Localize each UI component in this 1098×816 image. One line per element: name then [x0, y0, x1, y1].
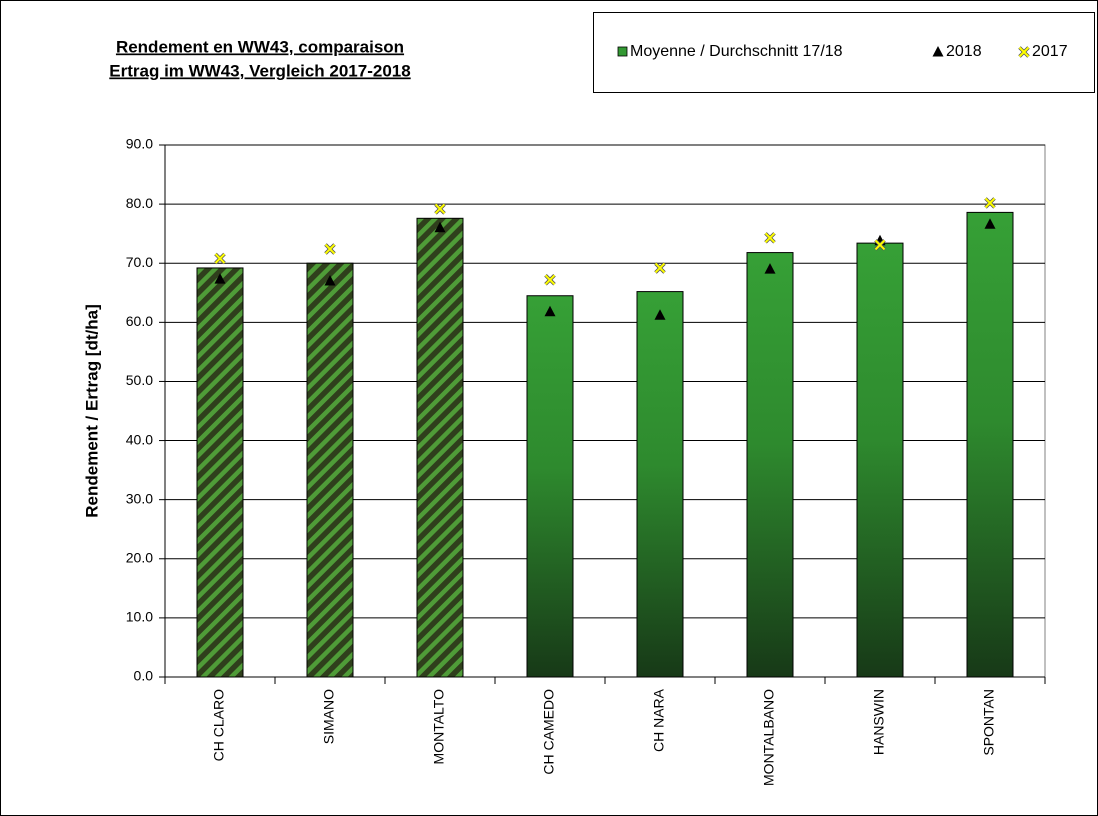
x-tick-label: MONTALTO	[431, 689, 447, 765]
y-tick-label: 40.0	[126, 431, 153, 447]
y-tick-label: 90.0	[126, 136, 153, 152]
marker-x-core	[434, 203, 446, 215]
marker-triangle	[324, 274, 336, 286]
marker-triangle	[434, 221, 446, 233]
marker-triangle	[764, 263, 776, 274]
legend-box	[593, 12, 1095, 93]
marker-x	[214, 252, 226, 265]
x-tick-label: HANSWIN	[871, 689, 887, 755]
marker-triangle	[544, 305, 556, 317]
bar	[746, 252, 794, 678]
bar	[306, 262, 354, 678]
marker-x-core	[214, 253, 226, 264]
y-tick-label: 20.0	[126, 549, 153, 565]
bar	[416, 217, 464, 678]
chart-title: Ertrag im WW43, Vergleich 2017-2018	[109, 61, 410, 80]
legend-marker	[932, 46, 944, 57]
marker-triangle	[984, 218, 996, 229]
bar	[526, 295, 574, 678]
y-tick-label: 80.0	[126, 195, 153, 211]
marker-triangle	[214, 273, 226, 284]
bar	[966, 211, 1014, 678]
bar	[856, 242, 904, 678]
legend-label: Moyenne / Durchschnitt 17/18	[630, 43, 843, 60]
bar	[636, 291, 684, 678]
marker-x-core	[984, 197, 996, 209]
marker-x-core	[654, 262, 666, 274]
y-axis-label: Rendement / Ertrag [dt/ha]	[82, 304, 101, 517]
y-tick-label: 50.0	[126, 372, 153, 388]
y-tick-label: 10.0	[126, 609, 153, 625]
y-tick-label: 30.0	[126, 490, 153, 506]
marker-x-core	[764, 232, 776, 244]
x-tick-label: CH CAMEDO	[541, 689, 557, 775]
bar	[196, 267, 244, 678]
legend-label: 2018	[946, 43, 982, 60]
legend-swatch	[617, 46, 628, 57]
y-tick-label: 60.0	[126, 313, 153, 329]
y-tick-label: 0.0	[134, 668, 154, 684]
marker-x-core	[1018, 46, 1030, 58]
marker-triangle	[654, 309, 666, 320]
marker-x	[654, 262, 666, 274]
chart-title: Rendement en WW43, comparaison	[116, 37, 404, 56]
marker-x	[434, 203, 446, 215]
legend-marker	[1018, 46, 1030, 58]
plot-area	[164, 144, 1046, 678]
x-tick-label: MONTALBANO	[761, 689, 777, 786]
x-tick-label: SIMANO	[321, 689, 337, 744]
marker-x	[984, 197, 996, 209]
x-tick-label: CH NARA	[651, 688, 667, 752]
marker-x-core	[544, 274, 556, 285]
marker-x	[764, 232, 776, 244]
marker-x	[544, 274, 556, 286]
marker-x	[324, 243, 336, 255]
y-tick-label: 70.0	[126, 254, 153, 270]
marker-x	[874, 239, 886, 251]
x-tick-label: CH CLARO	[211, 689, 227, 761]
legend-label: 2017	[1032, 43, 1068, 60]
marker-x-core	[324, 243, 336, 255]
marker-x-core	[874, 239, 886, 251]
x-tick-label: SPONTAN	[981, 689, 997, 756]
